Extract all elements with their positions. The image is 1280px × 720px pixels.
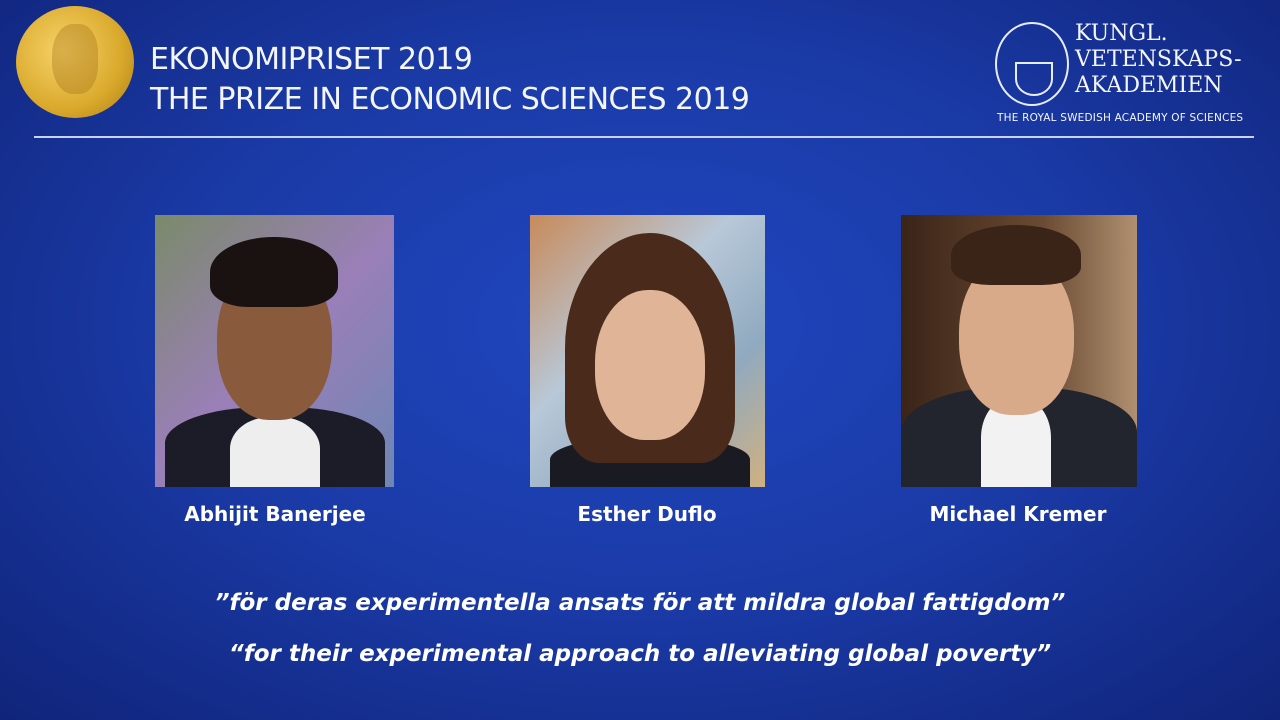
academy-seal-logo <box>995 22 1069 106</box>
laureate-name: Abhijit Banerjee <box>184 502 366 526</box>
title-swedish: EKONOMIPRISET 2019 <box>150 42 473 77</box>
citation-swedish: ”för deras experimentella ansats för att… <box>214 590 1066 616</box>
laureate-photo-duflo <box>530 215 765 487</box>
citation-english: “for their experimental approach to alle… <box>228 641 1052 667</box>
title-english: THE PRIZE IN ECONOMIC SCIENCES 2019 <box>150 82 750 117</box>
header-divider <box>34 136 1254 138</box>
academy-name-english: THE ROYAL SWEDISH ACADEMY OF SCIENCES <box>997 112 1244 124</box>
academy-name-line2: VETENSKAPS- <box>1075 47 1242 72</box>
academy-name-line1: KUNGL. <box>1075 21 1168 46</box>
laureate-name: Esther Duflo <box>577 502 717 526</box>
laureate-photo-banerjee <box>155 215 394 487</box>
laureate-photo-kremer <box>901 215 1137 487</box>
laureate-name: Michael Kremer <box>929 502 1107 526</box>
medal-portrait <box>52 24 98 94</box>
nobel-medal <box>16 6 134 118</box>
academy-name-line3: AKADEMIEN <box>1075 73 1223 98</box>
